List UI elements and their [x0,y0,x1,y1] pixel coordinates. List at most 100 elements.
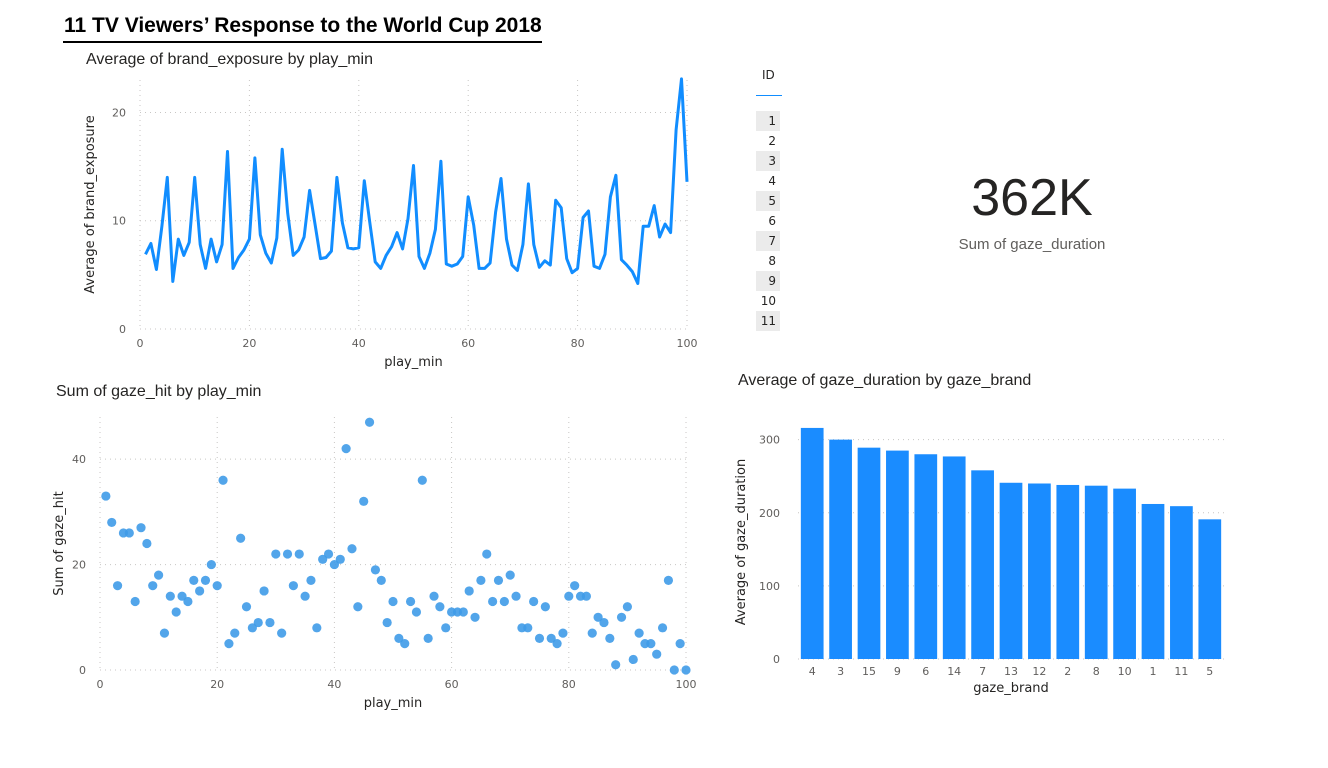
scatter-point[interactable] [370,565,381,575]
scatter-point[interactable] [499,596,509,607]
scatter-point[interactable] [470,612,480,622]
scatter-point[interactable] [288,581,298,591]
scatter-point[interactable] [142,538,152,549]
slicer-item-11[interactable]: 11 [756,311,780,331]
scatter-point[interactable] [306,575,316,585]
scatter-point[interactable] [241,602,252,612]
scatter-point[interactable] [423,633,433,643]
scatter-point[interactable] [388,596,398,607]
scatter-point[interactable] [558,628,568,638]
scatter-point[interactable] [611,660,621,670]
scatter-point[interactable] [605,633,615,643]
bar[interactable] [886,450,909,659]
scatter-point[interactable] [294,549,304,559]
bar[interactable] [1198,519,1222,659]
scatter-point[interactable] [417,475,427,485]
scatter-point[interactable] [376,575,386,585]
scatter-point[interactable] [488,596,498,607]
scatter-point[interactable] [599,617,609,628]
scatter-point[interactable] [581,591,591,601]
scatter-point[interactable] [382,617,392,628]
slicer-item-7[interactable]: 7 [756,231,780,251]
scatter-point[interactable] [230,628,240,638]
scatter-point[interactable] [675,639,685,649]
scatter-point[interactable] [681,665,691,675]
scatter-point[interactable] [236,533,246,543]
scatter-point[interactable] [493,575,504,585]
scatter-point[interactable] [570,581,580,591]
scatter-point[interactable] [587,628,597,638]
scatter-point[interactable] [482,549,492,559]
kpi-card[interactable]: 362K Sum of gaze_duration [900,160,1164,253]
scatter-point[interactable] [411,607,422,617]
scatter-point[interactable] [646,639,656,649]
bar[interactable] [942,456,966,659]
scatter-point[interactable] [546,633,556,643]
slicer-item-3[interactable]: 3 [756,151,780,171]
scatter-point[interactable] [212,581,222,591]
scatter-point[interactable] [265,617,275,628]
scatter-point[interactable] [218,475,228,485]
scatter-point[interactable] [124,528,134,538]
scatter-point[interactable] [669,665,679,675]
slicer-item-2[interactable]: 2 [768,134,776,148]
scatter-point[interactable] [634,628,644,638]
bar[interactable] [1056,484,1080,659]
scatter-point[interactable] [206,559,216,570]
bar[interactable] [971,470,994,659]
scatter-point[interactable] [628,654,638,665]
scatter-point[interactable] [101,491,111,501]
scatter-point[interactable] [622,602,633,612]
scatter-point[interactable] [341,444,351,454]
scatter-point[interactable] [359,496,369,506]
scatter-point[interactable] [271,549,281,559]
bar[interactable] [829,439,852,659]
slicer-item-1[interactable]: 1 [756,111,780,131]
scatter-point[interactable] [323,549,334,559]
scatter-point[interactable] [130,596,140,607]
id-slicer[interactable]: ID 1 2 3 4 5 6 7 8 9 10 11 [756,68,786,331]
scatter-point[interactable] [429,591,439,601]
scatter-point[interactable] [183,596,193,607]
scatter-point[interactable] [107,517,117,528]
scatter-point[interactable] [165,591,175,601]
scatter-point[interactable] [534,633,545,643]
bar[interactable] [1113,488,1136,659]
bar[interactable] [1028,483,1051,660]
scatter-point[interactable] [253,617,263,628]
scatter-point[interactable] [335,554,345,564]
scatter-point[interactable] [657,623,668,633]
scatter-point[interactable] [564,591,574,601]
slicer-item-8[interactable]: 8 [768,254,776,268]
scatter-chart[interactable]: 0 20 40 60 80 100 0 20 40 play_min Sum of gaze_hit [0,405,720,715]
scatter-point[interactable] [458,607,468,617]
scatter-point[interactable] [148,581,158,591]
scatter-point[interactable] [652,649,662,659]
scatter-point[interactable] [476,575,486,585]
line-chart[interactable]: 0 20 40 60 80 100 0 10 20 play_min Average of bran… [0,70,720,370]
scatter-point[interactable] [435,602,445,612]
scatter-point[interactable] [195,586,205,596]
scatter-point[interactable] [282,549,293,559]
slicer-item-10[interactable]: 10 [760,294,776,308]
scatter-point[interactable] [112,581,123,591]
slicer-item-6[interactable]: 6 [768,214,776,228]
scatter-point[interactable] [464,586,474,596]
scatter-point[interactable] [177,591,187,601]
bar[interactable] [1084,485,1108,659]
scatter-point[interactable] [136,523,146,533]
scatter-point[interactable] [318,554,328,564]
scatter-point[interactable] [523,623,533,633]
scatter-point[interactable] [400,639,410,649]
scatter-point[interactable] [511,591,521,601]
scatter-point[interactable] [394,633,404,643]
series-line[interactable] [144,77,689,285]
scatter-point[interactable] [247,623,257,633]
bar[interactable] [914,454,938,659]
slicer-item-4[interactable]: 4 [768,174,776,188]
bar[interactable] [999,482,1023,659]
scatter-point[interactable] [159,628,170,638]
scatter-point[interactable] [259,586,269,596]
scatter-point[interactable] [616,612,627,622]
scatter-point[interactable] [505,570,515,580]
